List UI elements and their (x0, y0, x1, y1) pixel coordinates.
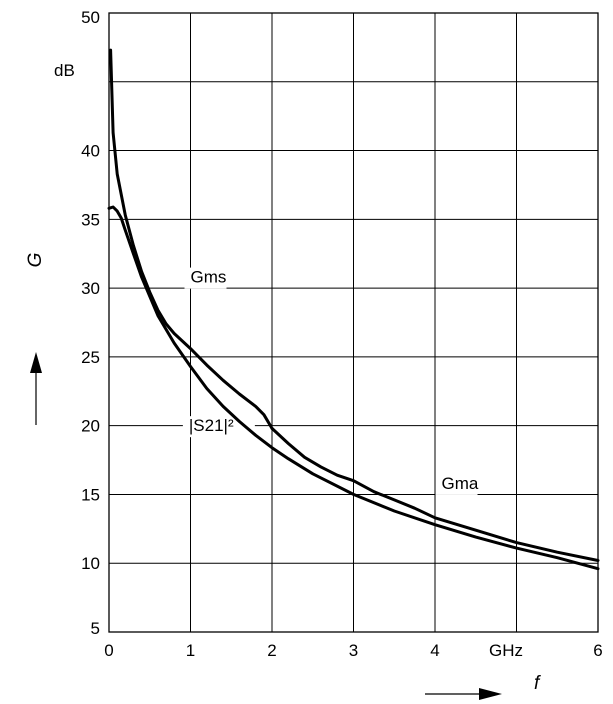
y-tick-label: 15 (81, 485, 100, 504)
y-tick-label: 50 (81, 8, 100, 27)
x-axis-title: f (534, 673, 541, 694)
y-tick-labels: 5 10 15 20 25 30 35 40 50 (81, 8, 100, 638)
label-background (435, 473, 478, 495)
y-tick-label: 35 (81, 210, 100, 229)
y-tick-label: 20 (81, 417, 100, 436)
y-tick-label: 5 (91, 619, 100, 638)
x-tick-label: 0 (104, 641, 113, 660)
series-line (109, 48, 274, 430)
x-tick-label: 6 (593, 641, 602, 660)
label-backgrounds (182, 267, 478, 495)
x-axis-arrow (425, 688, 502, 700)
y-axis-arrow (30, 352, 42, 425)
label-background (184, 267, 227, 289)
x-tick-labels: 0 1 2 3 4 6 (104, 641, 602, 660)
series-label: |S21|² (189, 416, 234, 435)
y-tick-label: 40 (81, 142, 100, 161)
y-axis-title: G (25, 253, 46, 268)
series-label: Gms (191, 268, 227, 287)
series-labels: Gms |S21|² Gma (189, 268, 479, 493)
x-tick-label: 3 (349, 641, 358, 660)
y-unit-label: dB (54, 61, 75, 80)
x-unit-label: GHz (489, 641, 523, 660)
data-curves (107, 48, 600, 571)
x-tick-label: 2 (267, 641, 276, 660)
series-line (270, 426, 600, 562)
y-tick-label: 25 (81, 348, 100, 367)
plot-frame (108, 12, 599, 633)
series-line (107, 205, 600, 571)
series-label: Gma (442, 474, 479, 493)
y-tick-label: 30 (81, 279, 100, 298)
grid-lines (109, 13, 598, 632)
x-tick-label: 1 (186, 641, 195, 660)
y-tick-label: 10 (81, 554, 100, 573)
x-tick-label: 4 (430, 641, 439, 660)
label-background (182, 416, 255, 438)
